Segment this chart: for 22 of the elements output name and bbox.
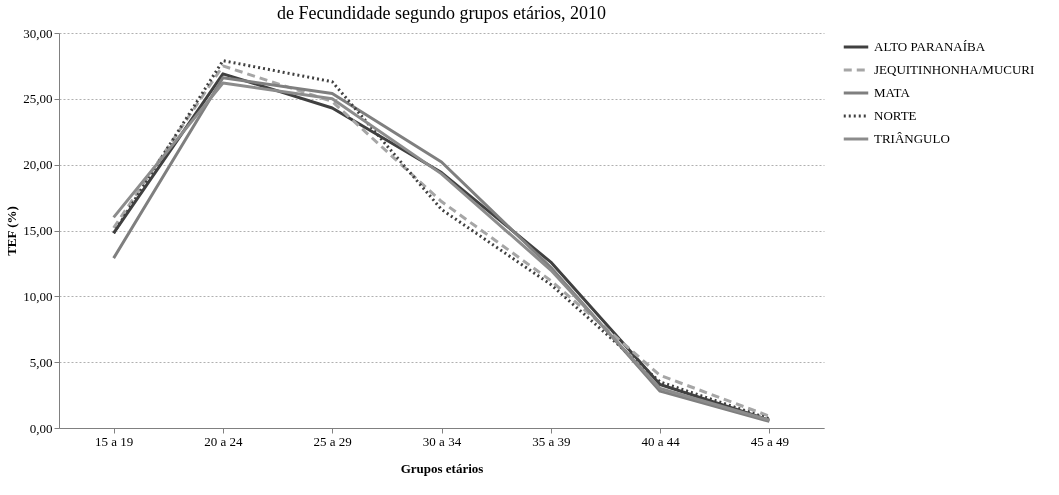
x-axis-title: Grupos etários [400,460,484,476]
x-tick-label: 15 a 19 [95,433,134,449]
x-tick-label: 35 a 39 [532,433,571,449]
legend-label: JEQUITINHONHA/MUCURI [874,62,1035,77]
legend-label: MATA [874,85,911,100]
x-tick-label: 20 a 24 [204,433,244,449]
y-tick-label: 15,00 [23,223,53,238]
legend-label: NORTE [874,108,917,123]
y-tick-label: 10,00 [23,288,53,304]
y-tick-label: 0,00 [29,420,53,436]
y-tick-label: 5,00 [29,354,53,370]
legend-label: ALTO PARANAÍBA [874,39,986,54]
x-tick-label: 45 a 49 [750,433,789,449]
x-tick-label: 25 a 29 [313,433,352,449]
y-tick-label: 30,00 [23,25,53,41]
y-tick-label: 20,00 [23,157,53,173]
x-tick-label: 30 a 34 [422,433,462,449]
y-tick-label: 25,00 [23,91,53,107]
chart-title: de Fecundidade segundo grupos etários, 2010 [277,3,606,23]
y-axis-title: TEF (%) [4,206,20,256]
legend-label: TRIÂNGULO [874,131,950,146]
x-tick-label: 40 a 44 [641,433,681,449]
